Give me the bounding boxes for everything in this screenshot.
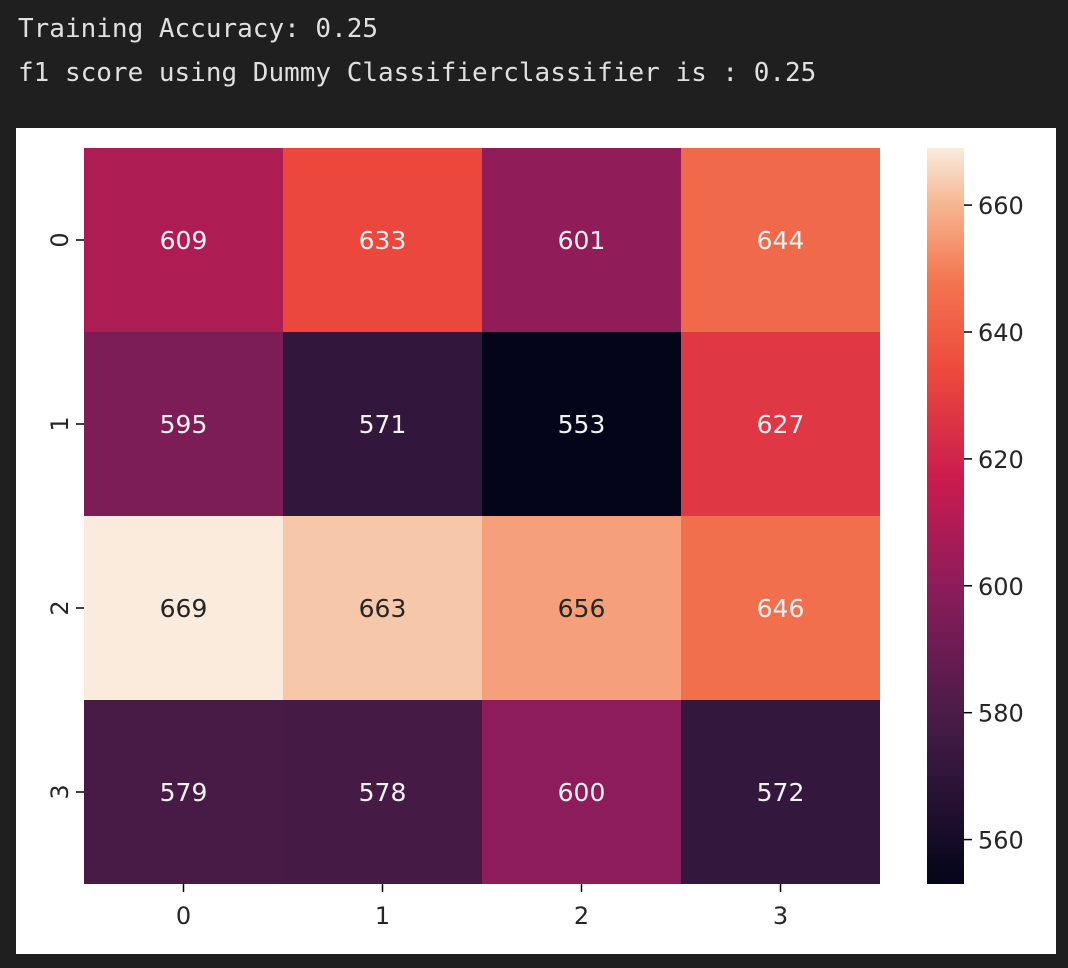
colorbar: [927, 148, 964, 884]
colorbar-tick-label: 560: [978, 827, 1024, 855]
confusion-matrix-heatmap: 609 633 601 644 595 571 553 627 669 663 656 646 579 5…: [46, 148, 1024, 930]
heatmap-cell-r1-c1: [283, 332, 482, 516]
cell-value-label: 663: [359, 594, 407, 623]
y-tick-label: 1: [46, 416, 74, 431]
x-tick-label: 2: [574, 902, 589, 930]
heatmap-cell-r1-c0: [84, 332, 283, 516]
colorbar-tick-label: 620: [978, 446, 1024, 474]
heatmap-cell-r3-c3: [681, 700, 880, 884]
heatmap-cell-r0-c0: [84, 148, 283, 332]
training-accuracy-text: Training Accuracy: 0.25: [18, 14, 379, 44]
y-tick-label: 3: [46, 784, 74, 799]
heatmap-cell-r2-c3: [681, 516, 880, 700]
colorbar-tick-label: 640: [978, 319, 1024, 347]
heatmap-cell-r2-c0: [84, 516, 283, 700]
cell-value-label: 601: [558, 226, 606, 255]
cell-value-label: 656: [558, 594, 606, 623]
colorbar-tick-label: 600: [978, 573, 1024, 601]
heatmap-cell-r3-c0: [84, 700, 283, 884]
cell-value-label: 600: [558, 778, 606, 807]
y-tick-label: 2: [46, 600, 74, 615]
cell-value-label: 609: [160, 226, 208, 255]
cell-value-label: 579: [160, 778, 208, 807]
cell-value-label: 646: [757, 594, 805, 623]
heatmap-cell-r1-c3: [681, 332, 880, 516]
heatmap-cell-r3-c2: [482, 700, 681, 884]
heatmap-cell-r2-c1: [283, 516, 482, 700]
cell-value-label: 578: [359, 778, 407, 807]
colorbar-tick-label: 660: [978, 192, 1024, 220]
cell-value-label: 669: [160, 594, 208, 623]
heatmap-cell-r1-c2: [482, 332, 681, 516]
cell-value-label: 644: [757, 226, 805, 255]
cell-value-label: 595: [160, 410, 208, 439]
x-tick-label: 3: [773, 902, 788, 930]
heatmap-cell-r2-c2: [482, 516, 681, 700]
cell-value-label: 572: [757, 778, 805, 807]
heatmap-cell-r0-c1: [283, 148, 482, 332]
cell-value-label: 627: [757, 410, 805, 439]
heatmap-cell-r0-c2: [482, 148, 681, 332]
cell-value-label: 571: [359, 410, 407, 439]
heatmap-cell-r3-c1: [283, 700, 482, 884]
heatmap-figure: 609 633 601 644 595 571 553 627 669 663 656 646 579 5…: [16, 128, 1056, 954]
x-tick-label: 0: [176, 902, 191, 930]
colorbar-tick-label: 580: [978, 700, 1024, 728]
cell-value-label: 633: [359, 226, 407, 255]
cell-value-label: 553: [558, 410, 606, 439]
y-tick-label: 0: [46, 232, 74, 247]
heatmap-cell-r0-c3: [681, 148, 880, 332]
f1-score-text: f1 score using Dummy Classifierclassifie…: [18, 58, 817, 88]
x-tick-label: 1: [375, 902, 390, 930]
